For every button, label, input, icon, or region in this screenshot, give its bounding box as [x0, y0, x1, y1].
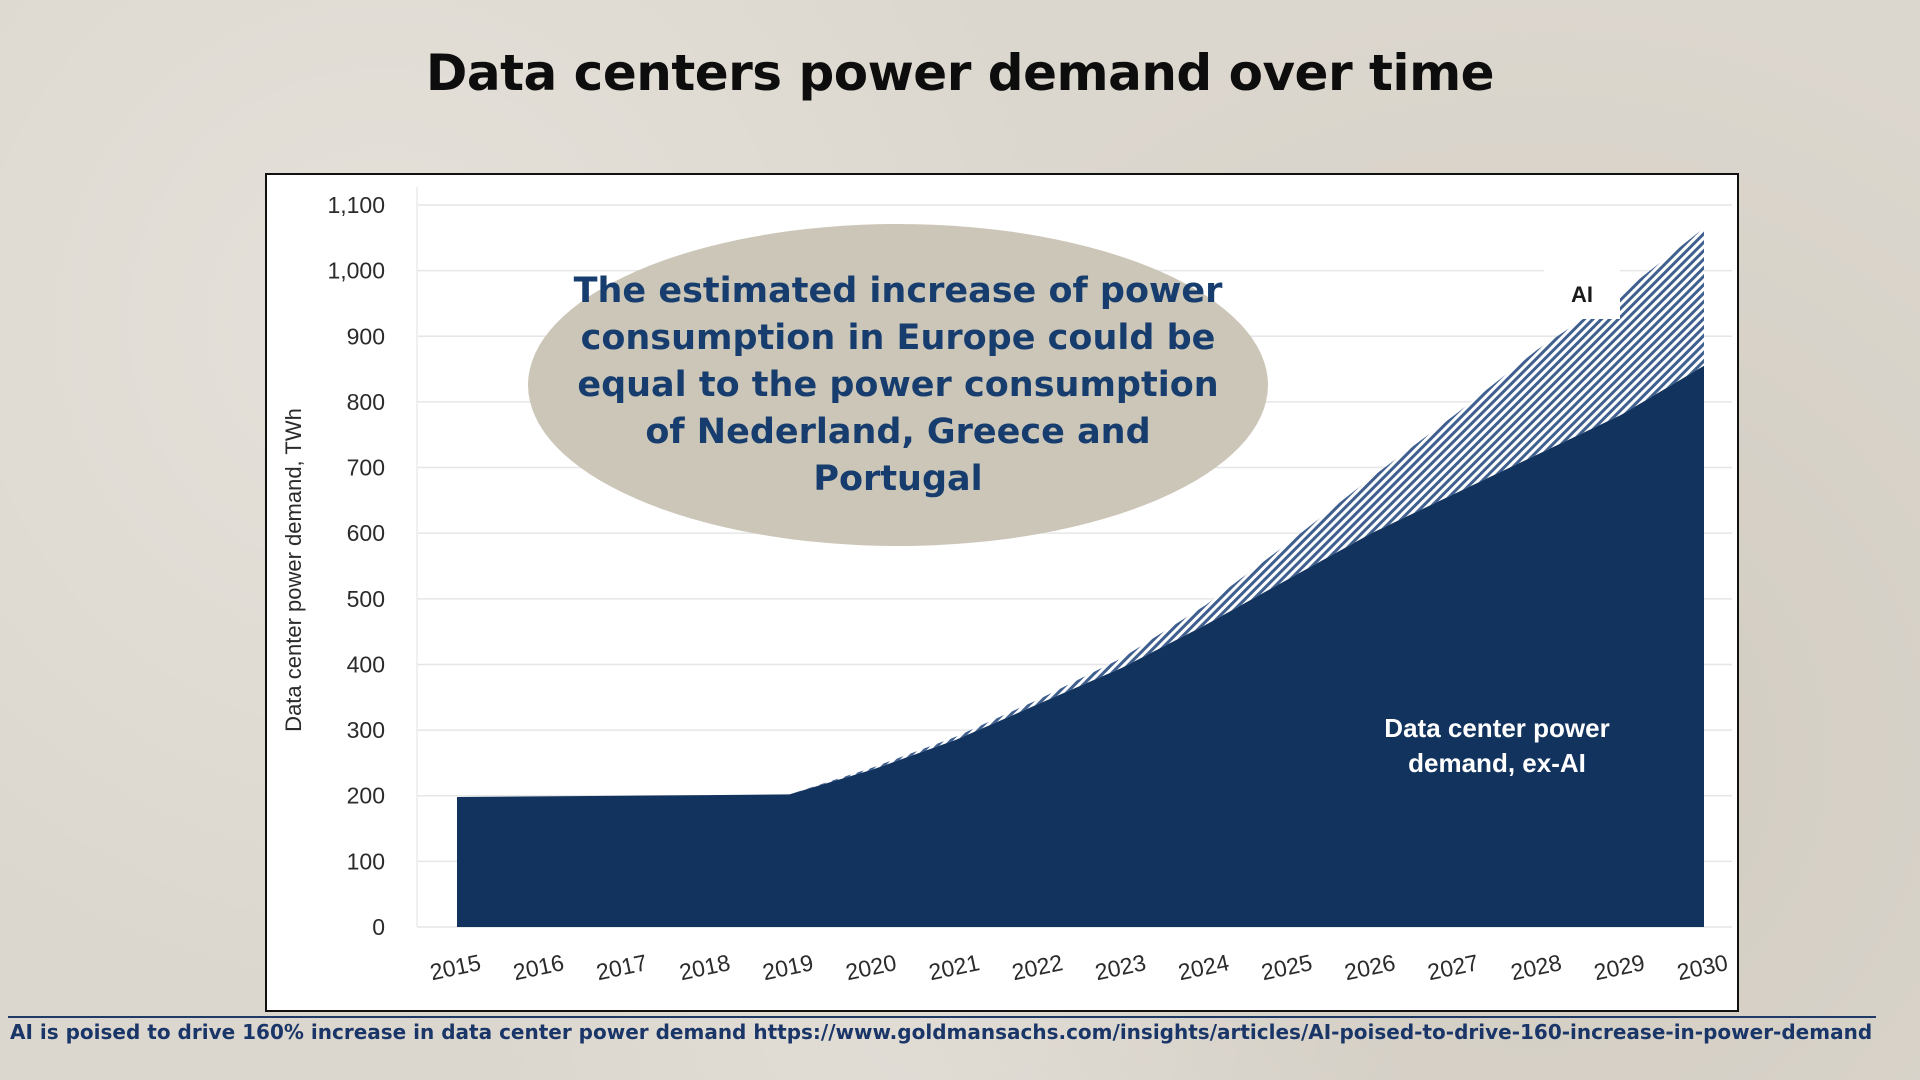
callout-text: The estimated increase of power consumpt… — [573, 270, 1223, 499]
y-tick-label: 800 — [347, 389, 385, 415]
x-tick-label: 2030 — [1675, 949, 1730, 985]
y-tick-label: 200 — [347, 783, 385, 809]
x-tick-label: 2029 — [1591, 949, 1646, 985]
x-tick-label: 2016 — [511, 949, 566, 985]
series-area-ex-ai — [457, 365, 1704, 927]
x-tick-label: 2026 — [1342, 949, 1397, 985]
x-tick-label: 2018 — [677, 949, 732, 985]
x-tick-label: 2025 — [1259, 949, 1314, 985]
callout-ellipse: The estimated increase of power consumpt… — [528, 224, 1268, 546]
ai-label-box — [1544, 267, 1620, 319]
y-tick-label: 700 — [347, 455, 385, 481]
y-tick-label: 0 — [372, 914, 385, 940]
x-tick-label: 2024 — [1176, 949, 1232, 985]
ai-series-label: AI — [1571, 282, 1593, 307]
slide-title: Data centers power demand over time — [425, 44, 1495, 102]
y-tick-label: 500 — [347, 586, 385, 612]
x-tick-label: 2017 — [594, 949, 649, 985]
x-tick-label: 2027 — [1425, 949, 1480, 985]
y-tick-label: 100 — [347, 848, 385, 874]
y-tick-label: 1,100 — [327, 192, 385, 218]
y-tick-label: 400 — [347, 651, 385, 677]
y-tick-label: 1,000 — [327, 258, 385, 284]
x-tick-label: 2022 — [1010, 949, 1065, 985]
x-tick-label: 2020 — [843, 949, 898, 985]
series-area-ai — [457, 228, 1704, 797]
x-tick-label: 2019 — [760, 949, 815, 985]
x-tick-label: 2028 — [1508, 949, 1563, 985]
y-tick-label: 900 — [347, 323, 385, 349]
ex-ai-series-label: Data center power demand, ex-AI — [1384, 713, 1609, 778]
y-axis-title: Data center power demand, TWh — [281, 408, 306, 732]
source-citation: AI is poised to drive 160% increase in d… — [10, 1020, 1873, 1044]
x-tick-label: 2023 — [1093, 949, 1148, 985]
x-tick-label: 2021 — [926, 949, 981, 985]
x-tick-label: 2015 — [428, 949, 483, 985]
y-tick-label: 600 — [347, 520, 385, 546]
footer-divider — [8, 1016, 1876, 1018]
y-tick-label: 300 — [347, 717, 385, 743]
